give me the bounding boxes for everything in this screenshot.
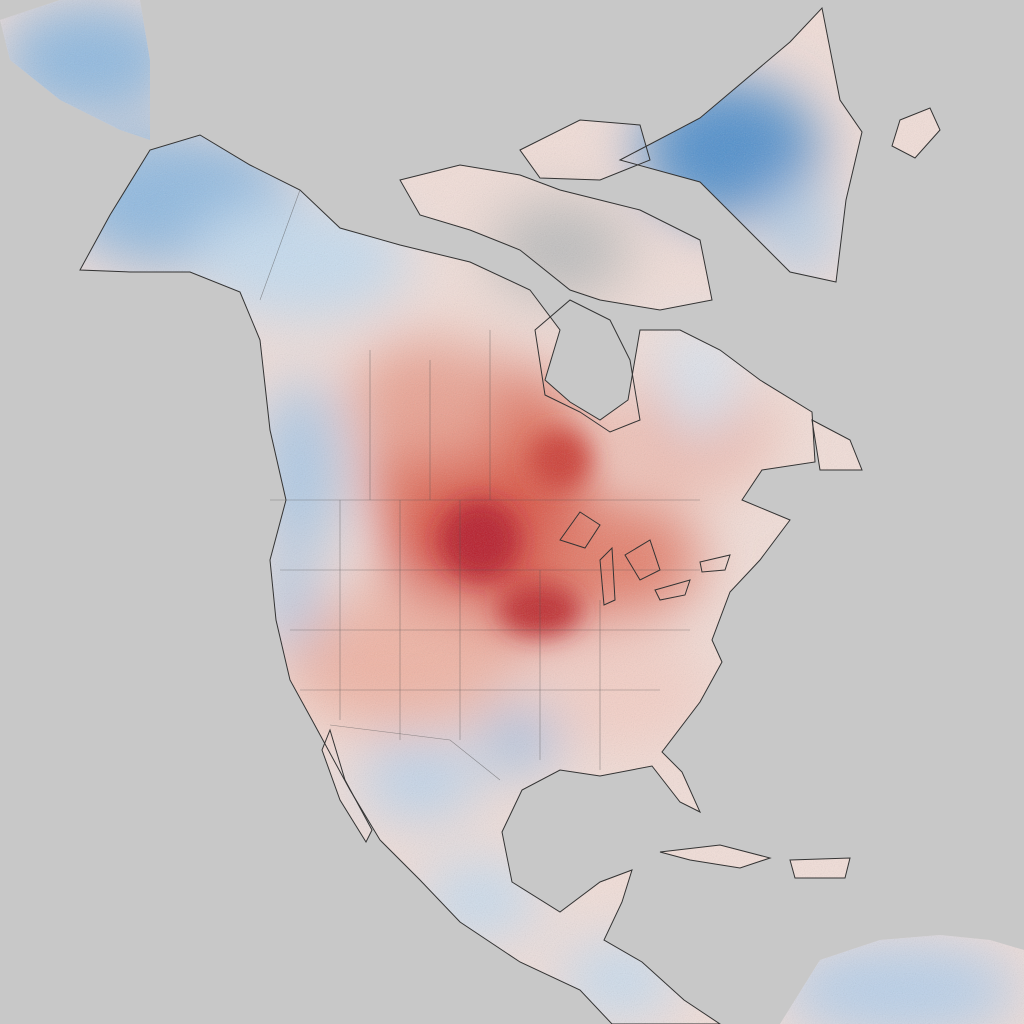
- water-bodies: [534, 299, 731, 606]
- coastlines: [79, 6, 941, 1024]
- borders: [259, 189, 700, 781]
